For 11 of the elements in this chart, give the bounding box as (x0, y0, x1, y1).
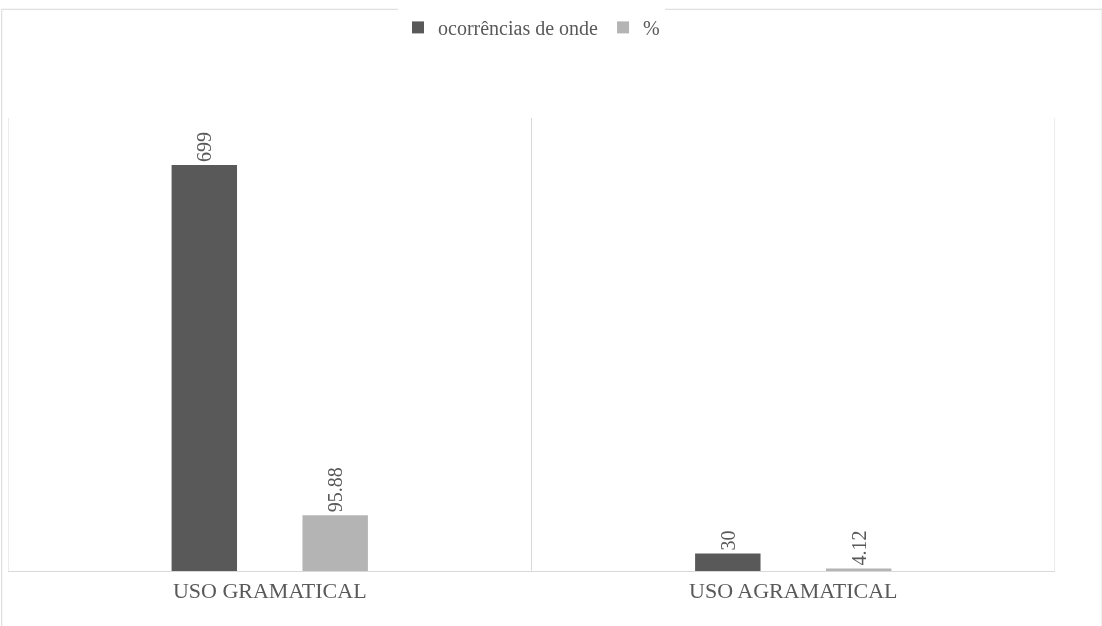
data-label: 699 (193, 132, 216, 163)
bar (695, 553, 761, 571)
x-tick-label: USO AGRAMATICAL (689, 578, 898, 604)
x-tick-label: USO GRAMATICAL (172, 578, 367, 604)
data-label: 30 (716, 530, 739, 551)
data-label: 95.88 (324, 467, 347, 513)
legend-label: ocorrências de onde (438, 17, 599, 40)
data-label: 4.12 (847, 530, 870, 566)
bar (171, 165, 238, 571)
bar (302, 515, 368, 571)
legend-label: % (643, 17, 660, 40)
